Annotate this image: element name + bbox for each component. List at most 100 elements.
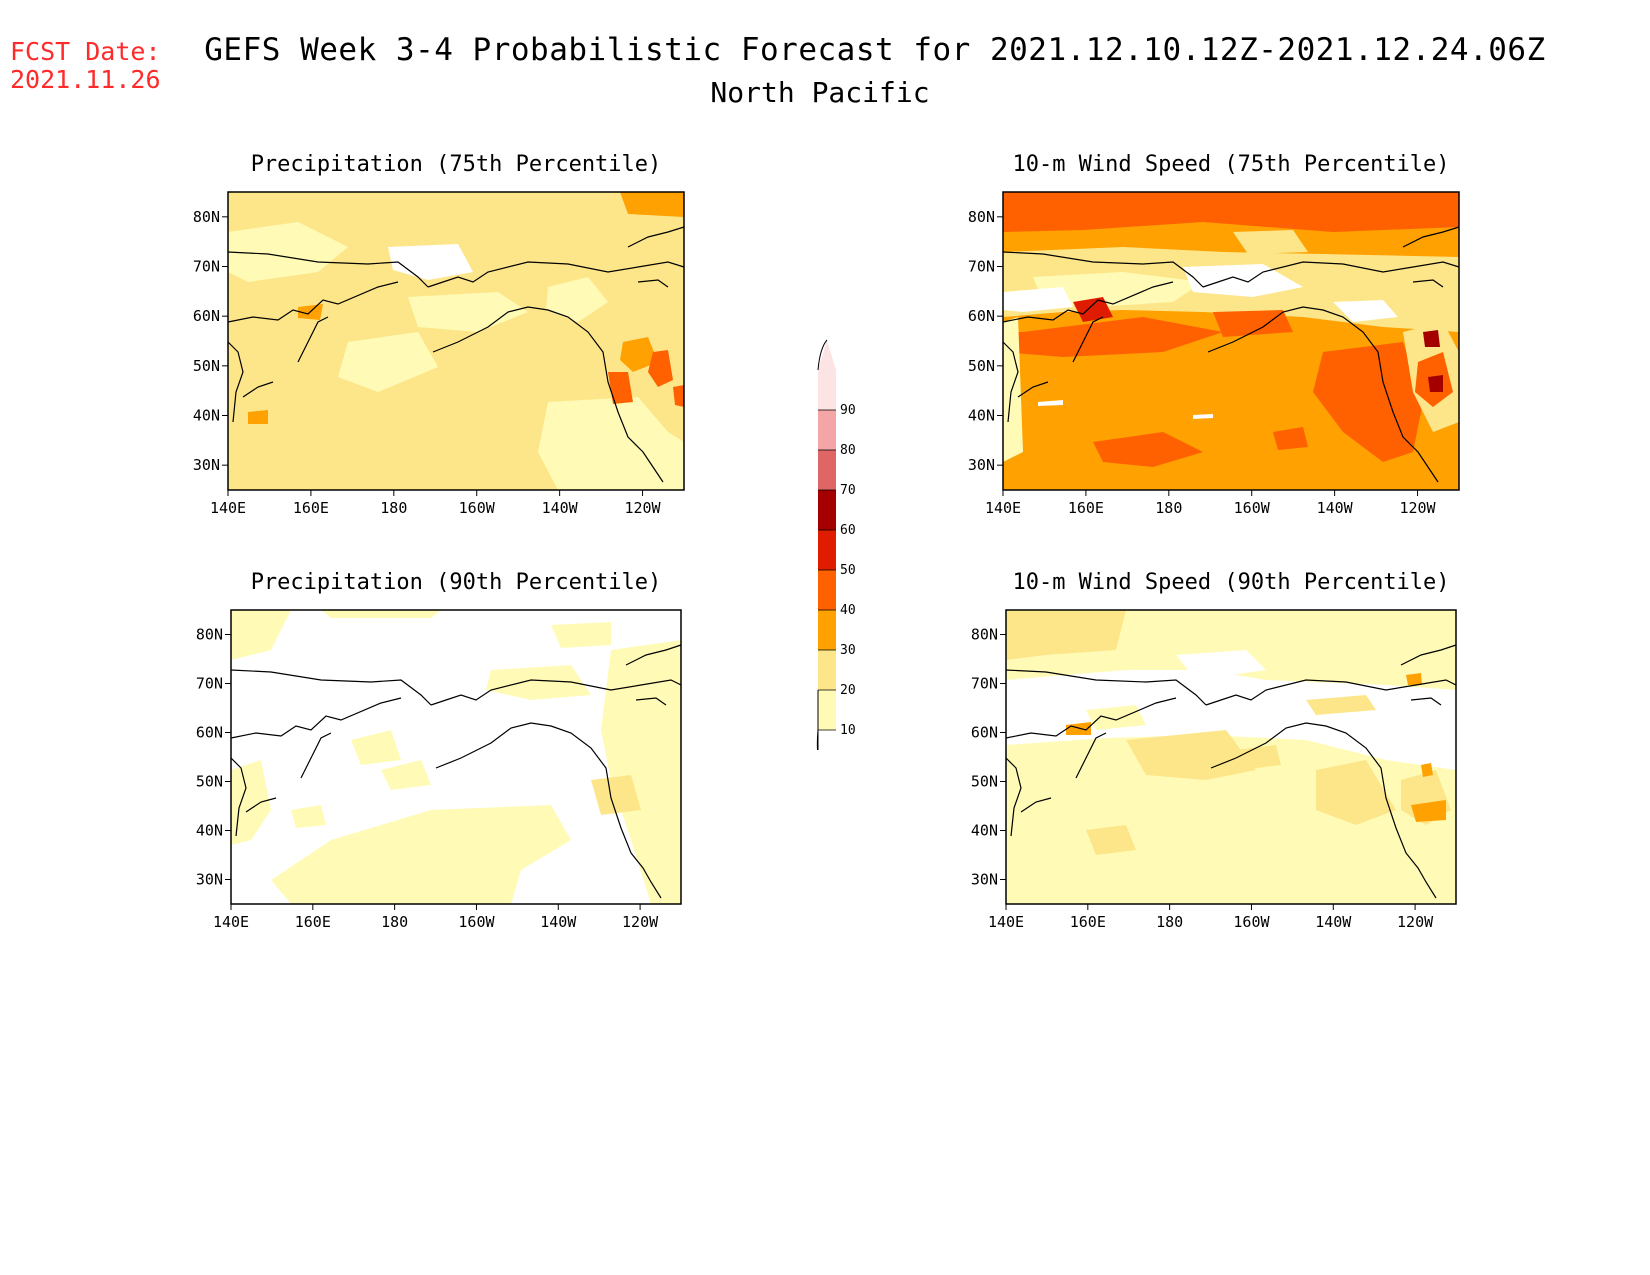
colorbar-swatch bbox=[818, 410, 836, 450]
panel-title: Precipitation (75th Percentile) bbox=[250, 152, 662, 177]
lon-tick-label: 160W bbox=[458, 913, 495, 931]
lat-tick-label: 30N bbox=[193, 456, 220, 474]
colorbar-svg: 10 20 30 40 50 60 70 80 90 bbox=[816, 339, 856, 771]
lat-tick-label: 30N bbox=[968, 456, 995, 474]
lon-tick-label: 180 bbox=[380, 499, 407, 517]
axes: 80N 70N 60N 50N 40N 30N 140E 160E 180 160W 140W 120… bbox=[971, 626, 1434, 932]
lat-tick-label: 50N bbox=[968, 357, 995, 375]
lat-tick-label: 80N bbox=[193, 208, 220, 226]
axes: 80N 70N 60N 50N 40N 30N 140E 160E 180 160W 140W 120… bbox=[196, 626, 659, 932]
lat-tick-label: 40N bbox=[971, 822, 998, 840]
map-frame bbox=[230, 609, 682, 905]
lon-tick-label: 140W bbox=[542, 499, 579, 517]
probability-patches bbox=[1003, 192, 1459, 467]
colorbar-swatch bbox=[818, 570, 836, 610]
lat-tick-label: 60N bbox=[196, 724, 223, 742]
lon-tick-label: 140E bbox=[985, 499, 1021, 517]
lon-tick-label: 140E bbox=[210, 499, 246, 517]
colorbar-label: 90 bbox=[840, 403, 856, 418]
colorbar-swatch bbox=[818, 490, 836, 530]
lat-tick-label: 70N bbox=[193, 258, 220, 276]
map-frame bbox=[227, 191, 685, 491]
axes: 80N 70N 60N 50N 40N 30N 140E 160E 180 160W 140W 120… bbox=[193, 208, 662, 517]
lon-tick-label: 160E bbox=[295, 913, 331, 931]
lat-tick-label: 80N bbox=[971, 626, 998, 644]
lat-tick-label: 80N bbox=[968, 208, 995, 226]
map-frame bbox=[1005, 609, 1457, 905]
map-wind-75: 80N 70N 60N 50N 40N 30N 140E 160E 180 160W 140W 120… bbox=[968, 191, 1460, 517]
lon-tick-label: 160W bbox=[459, 499, 496, 517]
lat-tick-label: 40N bbox=[193, 407, 220, 425]
lon-tick-label: 160E bbox=[1070, 913, 1106, 931]
lon-tick-label: 140W bbox=[1317, 499, 1354, 517]
colorbar-label: 50 bbox=[840, 563, 856, 578]
map-precip-75: 80N 70N 60N 50N 40N 30N 140E 160E 180 160W 140W 120… bbox=[193, 191, 685, 517]
colorbar-swatch bbox=[818, 450, 836, 490]
map-panel-precip-75: Precipitation (75th Percentile) bbox=[193, 152, 685, 517]
colorbar-swatch bbox=[818, 370, 836, 410]
coastlines bbox=[227, 226, 685, 483]
lat-tick-label: 50N bbox=[193, 357, 220, 375]
coastlines bbox=[1002, 226, 1460, 483]
map-panel-wind-90: 10-m Wind Speed (90th Percentile) bbox=[971, 570, 1457, 931]
main-title: GEFS Week 3-4 Probabilistic Forecast for… bbox=[204, 32, 1546, 68]
lat-tick-label: 70N bbox=[196, 675, 223, 693]
axes: 80N 70N 60N 50N 40N 30N 140E 160E 180 160W 140W 120… bbox=[968, 208, 1437, 517]
colorbar-swatch bbox=[818, 610, 836, 650]
lat-tick-label: 40N bbox=[196, 822, 223, 840]
panel-title: Precipitation (90th Percentile) bbox=[250, 570, 662, 595]
colorbar-label: 40 bbox=[840, 603, 856, 618]
colorbar-top-cap bbox=[818, 340, 836, 370]
lon-tick-label: 120W bbox=[1399, 499, 1436, 517]
colorbar-swatch bbox=[818, 530, 836, 570]
lon-tick-label: 140W bbox=[540, 913, 577, 931]
lat-tick-label: 50N bbox=[971, 773, 998, 791]
colorbar-swatch bbox=[818, 690, 836, 730]
coastlines bbox=[230, 644, 682, 899]
probability-patches bbox=[228, 192, 684, 490]
map-panel-precip-90: Precipitation (90th Percentile) bbox=[196, 570, 682, 931]
lon-tick-label: 140W bbox=[1315, 913, 1352, 931]
colorbar-swatch bbox=[818, 650, 836, 690]
lat-tick-label: 30N bbox=[971, 871, 998, 889]
colorbar-label: 10 bbox=[840, 723, 856, 738]
lat-tick-label: 50N bbox=[196, 773, 223, 791]
lat-tick-label: 60N bbox=[193, 307, 220, 325]
panel-title: 10-m Wind Speed (75th Percentile) bbox=[1012, 152, 1450, 177]
lat-tick-label: 40N bbox=[968, 407, 995, 425]
lat-tick-label: 70N bbox=[971, 675, 998, 693]
coastlines bbox=[1005, 644, 1457, 899]
lat-tick-label: 70N bbox=[968, 258, 995, 276]
lon-tick-label: 120W bbox=[1397, 913, 1434, 931]
lat-tick-label: 60N bbox=[971, 724, 998, 742]
colorbar-bottom-cap bbox=[816, 729, 821, 771]
colorbar-top-outline bbox=[817, 339, 828, 371]
lon-tick-label: 160W bbox=[1234, 499, 1271, 517]
colorbar-label: 80 bbox=[840, 443, 856, 458]
lon-tick-label: 180 bbox=[381, 913, 408, 931]
probability-patches bbox=[231, 610, 681, 904]
colorbar-label: 60 bbox=[840, 523, 856, 538]
fcst-date-value: 2021.11.26 bbox=[10, 65, 161, 94]
lat-tick-label: 60N bbox=[968, 307, 995, 325]
map-wind-90: 80N 70N 60N 50N 40N 30N 140E 160E 180 160W 140W 120… bbox=[971, 609, 1457, 931]
map-precip-90: 80N 70N 60N 50N 40N 30N 140E 160E 180 160W 140W 120… bbox=[196, 609, 682, 931]
region-title: North Pacific bbox=[710, 76, 930, 109]
colorbar-label: 70 bbox=[840, 483, 856, 498]
map-frame bbox=[1002, 191, 1460, 491]
lon-tick-label: 120W bbox=[624, 499, 661, 517]
panel-title: 10-m Wind Speed (90th Percentile) bbox=[1012, 570, 1450, 595]
lon-tick-label: 120W bbox=[622, 913, 659, 931]
colorbar-label: 30 bbox=[840, 643, 856, 658]
colorbar: 10 20 30 40 50 60 70 80 90 bbox=[800, 330, 860, 771]
probability-patches bbox=[1006, 610, 1456, 855]
map-panel-wind-75: 10-m Wind Speed (75th Percentile) bbox=[968, 152, 1460, 517]
colorbar-label: 20 bbox=[840, 683, 856, 698]
lon-tick-label: 160W bbox=[1233, 913, 1270, 931]
lon-tick-label: 140E bbox=[213, 913, 249, 931]
lat-tick-label: 80N bbox=[196, 626, 223, 644]
lat-tick-label: 30N bbox=[196, 871, 223, 889]
lon-tick-label: 160E bbox=[293, 499, 329, 517]
lon-tick-label: 180 bbox=[1155, 499, 1182, 517]
lon-tick-label: 140E bbox=[988, 913, 1024, 931]
